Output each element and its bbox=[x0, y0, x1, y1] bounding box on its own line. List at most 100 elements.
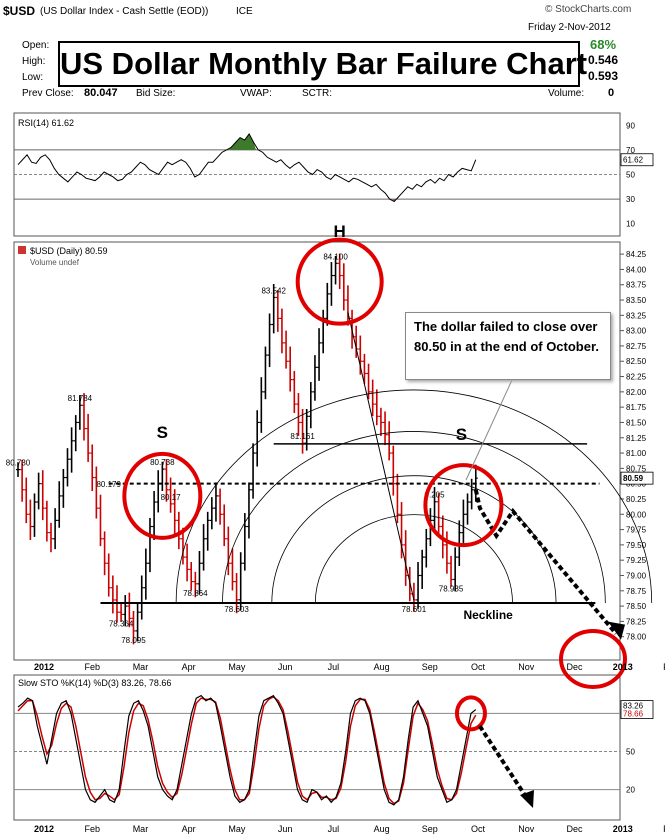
price-x-tick: Dec bbox=[566, 662, 583, 672]
panel-px bbox=[13, 241, 621, 661]
rsi-last-label: 61.62 bbox=[623, 156, 644, 165]
neckline-label: Neckline bbox=[463, 608, 513, 622]
price-bar bbox=[230, 548, 235, 591]
price-bar bbox=[176, 511, 181, 550]
low-label: Low: bbox=[22, 72, 44, 83]
price-label: 83.542 bbox=[261, 286, 286, 295]
volume-value: 0 bbox=[608, 87, 615, 99]
open-label: Open: bbox=[22, 40, 50, 51]
price-bar bbox=[152, 491, 157, 540]
sto-x-tick: Jul bbox=[328, 824, 340, 834]
price-label: 78.364 bbox=[109, 619, 134, 628]
price-tick-label: 78.00 bbox=[626, 633, 647, 642]
price-bar bbox=[119, 603, 124, 622]
price-bar bbox=[106, 553, 111, 597]
price-x-tick: Feb bbox=[84, 662, 100, 672]
price-tick-label: 84.25 bbox=[626, 250, 647, 259]
price-bar bbox=[325, 282, 330, 326]
sto-last-k: 83.26 bbox=[623, 702, 644, 711]
price-label: 78.601 bbox=[402, 605, 427, 614]
price-bar bbox=[53, 508, 58, 550]
price-bar bbox=[90, 444, 95, 492]
price-bar bbox=[127, 592, 132, 628]
price-bar bbox=[20, 459, 25, 502]
price-label: 78.095 bbox=[121, 636, 146, 645]
price-tick-label: 81.75 bbox=[626, 403, 647, 412]
price-bar bbox=[436, 493, 441, 536]
chart-title: US Dollar Monthly Bar Failure Chart bbox=[58, 41, 587, 87]
header-symbol: $USD bbox=[3, 4, 36, 18]
sto-x-tick: Sep bbox=[422, 824, 438, 834]
price-bar bbox=[123, 595, 128, 627]
price-label: 78.864 bbox=[183, 589, 208, 598]
price-tick-label: 81.25 bbox=[626, 434, 647, 443]
price-label: 84.100 bbox=[323, 252, 348, 261]
price-bar bbox=[292, 371, 297, 413]
arc-outer bbox=[175, 389, 653, 604]
price-bar bbox=[164, 459, 169, 502]
price-bar bbox=[36, 472, 41, 510]
price-x-tick: Apr bbox=[182, 662, 196, 672]
price-bar bbox=[362, 353, 367, 384]
head-label: H bbox=[334, 222, 346, 241]
price-bar bbox=[189, 562, 194, 591]
circle-left-shoulder bbox=[122, 451, 203, 540]
header-exchange: ICE bbox=[236, 6, 253, 17]
sto-x-tick: Aug bbox=[374, 824, 390, 834]
sto-legend: Slow STO %K(14) %D(3) 83.26, 78.66 bbox=[18, 678, 171, 688]
price-tick-label: 82.00 bbox=[626, 388, 647, 397]
price-bar bbox=[209, 497, 214, 530]
price-tick-label: 82.75 bbox=[626, 342, 647, 351]
price-label: 81.784 bbox=[68, 394, 93, 403]
price-bar bbox=[44, 500, 49, 542]
prev-close-value: 80.047 bbox=[84, 87, 118, 99]
circle-right-shoulder bbox=[423, 463, 504, 548]
price-last-box bbox=[620, 471, 654, 485]
sto-x-tick: 2013 bbox=[613, 824, 633, 834]
price-bar bbox=[387, 421, 392, 461]
rsi-tick-label: 10 bbox=[626, 220, 635, 229]
price-sublegend: Volume undef bbox=[30, 258, 80, 267]
price-bar bbox=[226, 526, 231, 576]
price-bar bbox=[263, 346, 268, 400]
high-label: High: bbox=[22, 56, 46, 67]
price-x-tick: Oct bbox=[471, 662, 486, 672]
last-high: 0.546 bbox=[588, 53, 619, 67]
price-bar bbox=[461, 499, 466, 547]
price-bar bbox=[284, 330, 289, 369]
price-bar bbox=[308, 382, 313, 429]
price-tick-label: 80.00 bbox=[626, 510, 647, 519]
header-date: Friday 2-Nov-2012 bbox=[528, 22, 611, 33]
price-bar bbox=[391, 445, 396, 496]
price-bar bbox=[69, 427, 74, 473]
price-bar bbox=[465, 493, 470, 525]
price-bar bbox=[403, 530, 408, 586]
arc-smallest bbox=[314, 514, 513, 604]
right-shoulder-label: S bbox=[456, 425, 467, 444]
price-tick-label: 79.50 bbox=[626, 541, 647, 550]
price-tick-label: 83.75 bbox=[626, 281, 647, 290]
sto-x-tick: Oct bbox=[471, 824, 486, 834]
price-bar bbox=[279, 308, 284, 354]
rsi-tick-label: 90 bbox=[626, 121, 635, 130]
callout-pointer bbox=[465, 379, 513, 481]
price-tick-label: 84.00 bbox=[626, 265, 647, 274]
price-bar bbox=[469, 478, 474, 510]
projection-arrowhead bbox=[608, 621, 625, 640]
callout-note: The dollar failed to close over 80.50 in… bbox=[405, 312, 611, 380]
rsi-overbought-fill bbox=[228, 133, 256, 150]
price-bar bbox=[238, 552, 243, 611]
price-tick-label: 80.25 bbox=[626, 495, 647, 504]
price-x-tick: Jul bbox=[328, 662, 340, 672]
price-label: 78.935 bbox=[439, 584, 464, 593]
sto-tick-label: 50 bbox=[626, 748, 635, 757]
price-tick-label: 80.75 bbox=[626, 464, 647, 473]
price-bar bbox=[383, 411, 388, 446]
price-bar bbox=[77, 395, 82, 430]
price-bar bbox=[143, 548, 148, 600]
price-bar bbox=[172, 489, 177, 534]
price-bar bbox=[255, 410, 260, 467]
price-x-tick: Nov bbox=[518, 662, 535, 672]
price-bar bbox=[296, 393, 301, 436]
